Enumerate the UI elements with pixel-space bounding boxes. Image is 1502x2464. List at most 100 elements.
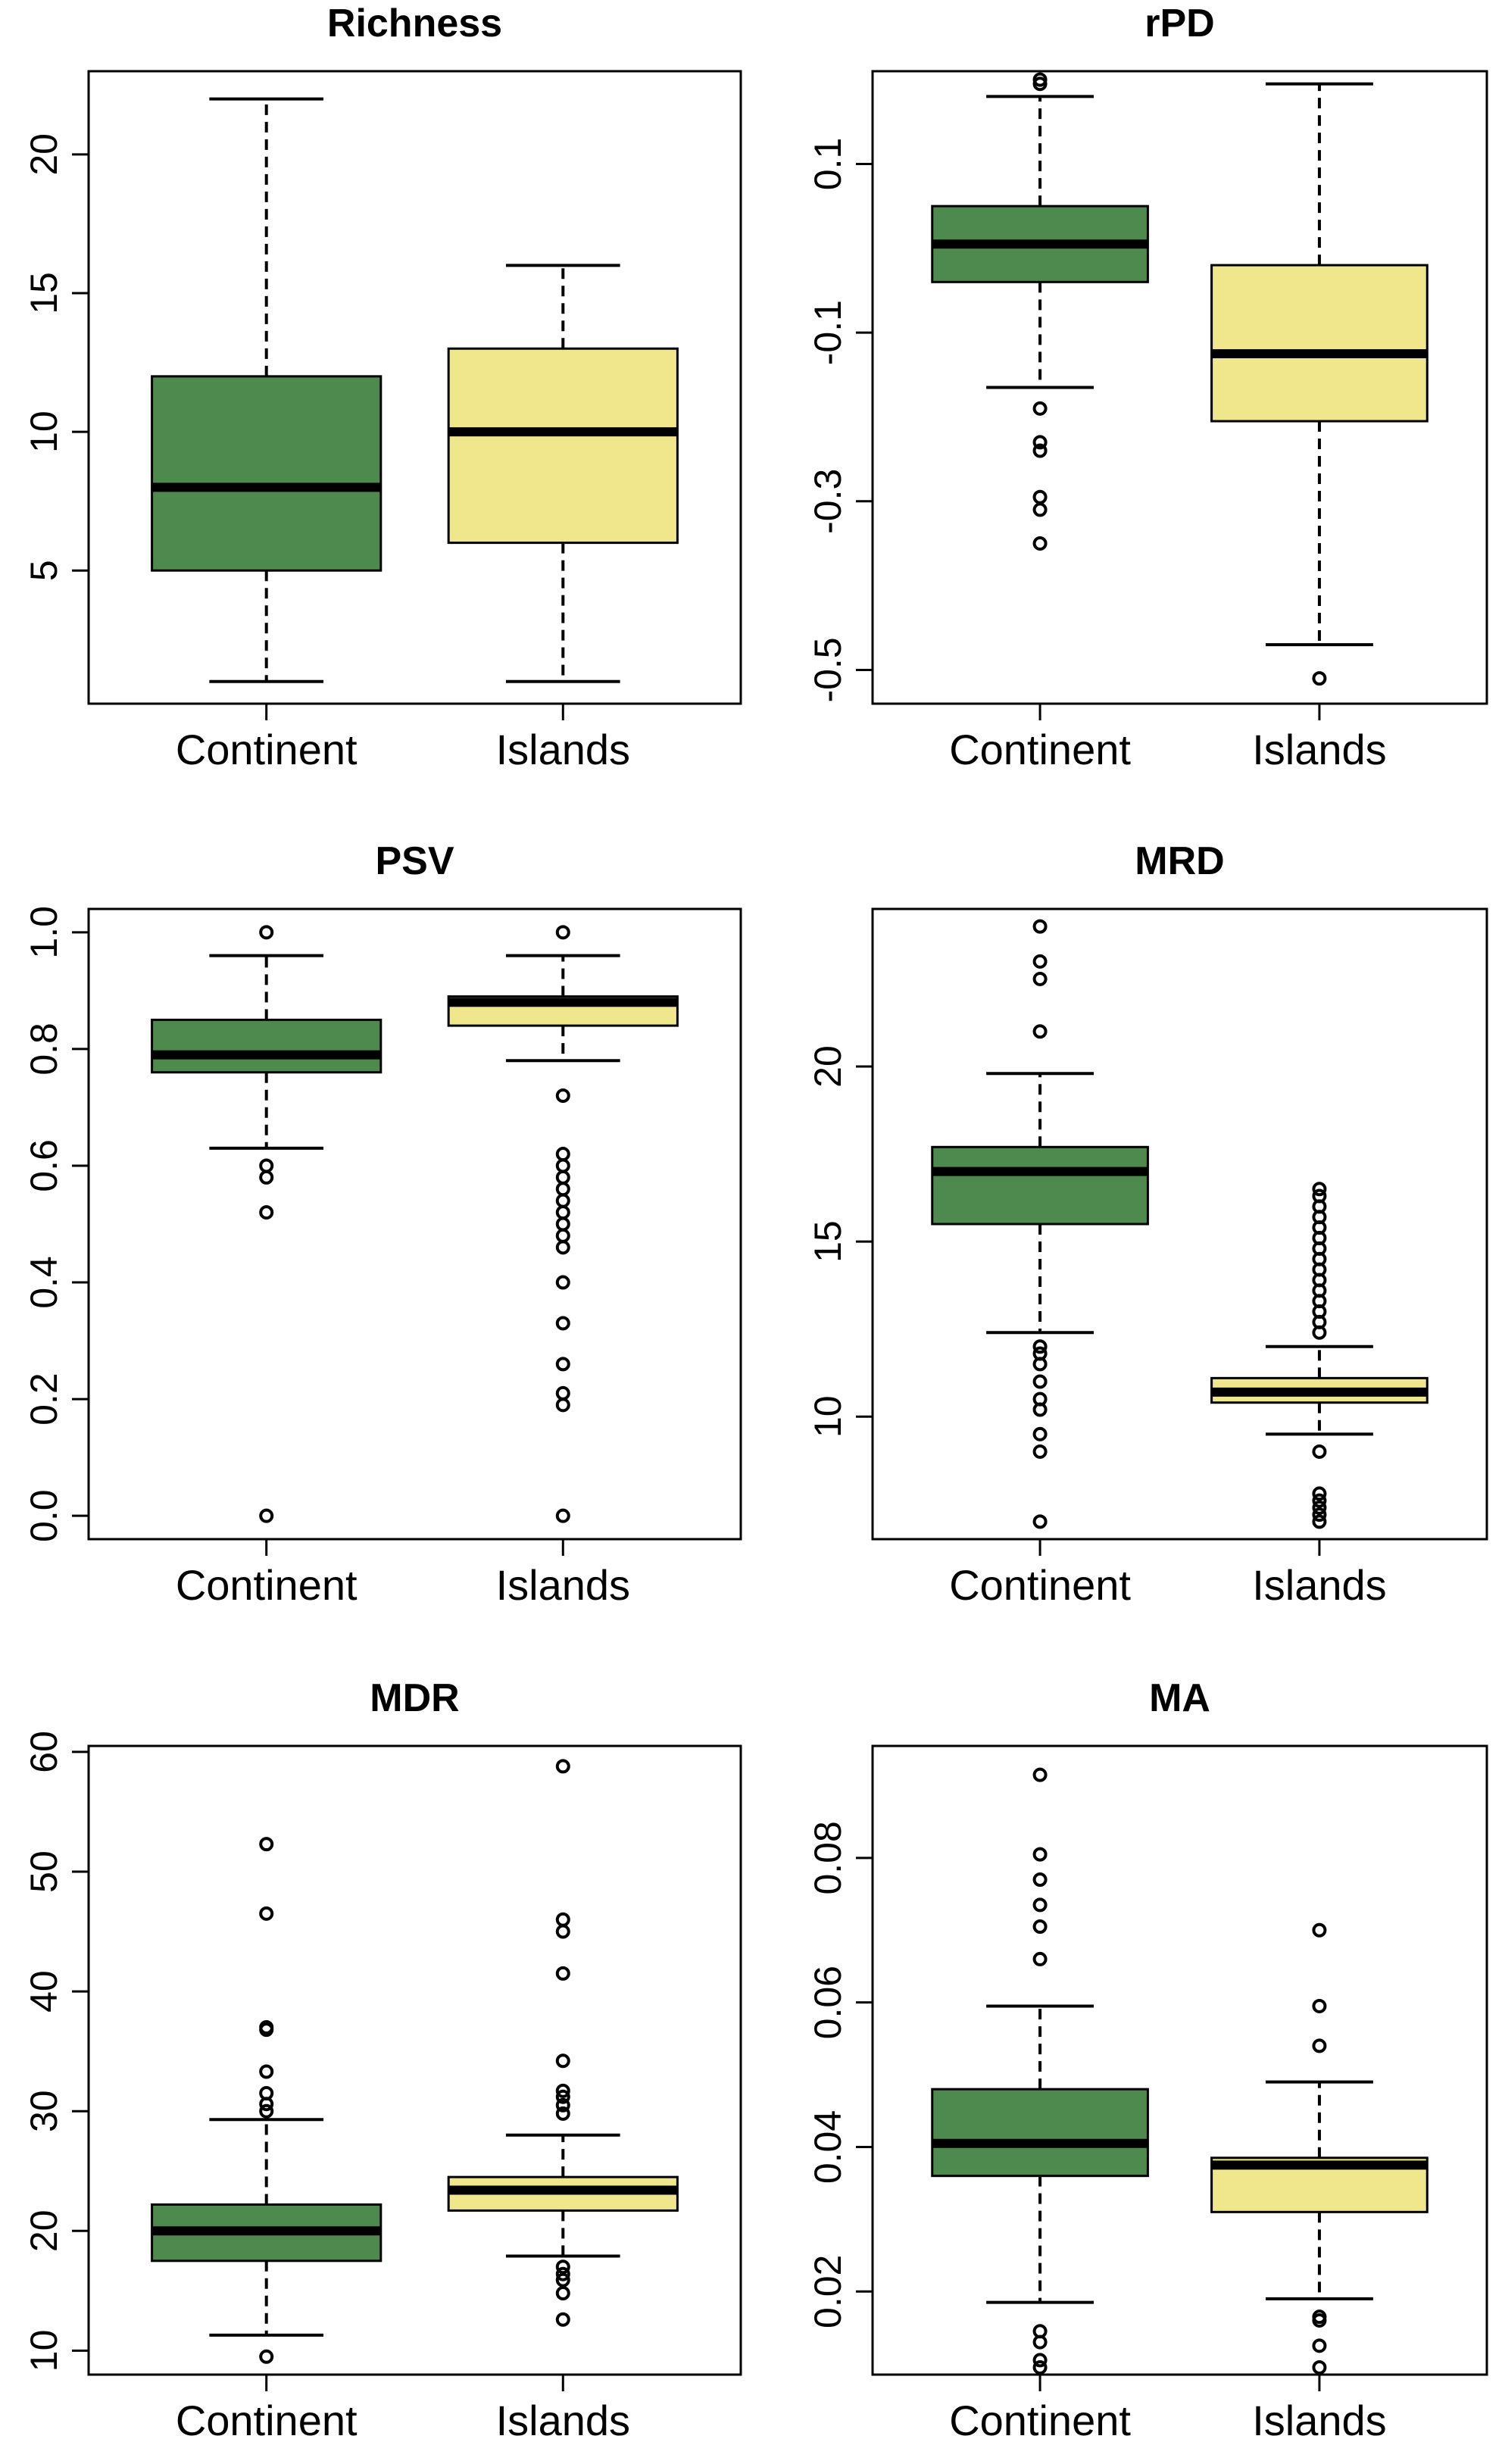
panel-title: MDR <box>370 1676 459 1720</box>
islands-outlier <box>555 1316 570 1331</box>
islands-outlier <box>555 1182 570 1197</box>
islands-outlier <box>555 1147 570 1162</box>
x-tick-label: Continent <box>949 726 1131 773</box>
x-tick-label: Islands <box>496 726 630 773</box>
continent-outlier <box>1032 2359 1048 2375</box>
islands-outlier <box>555 925 570 940</box>
continent-outlier <box>259 2064 274 2079</box>
islands-outlier <box>555 1205 570 1220</box>
islands-outlier <box>1312 1493 1327 1508</box>
islands-outlier <box>555 1508 570 1523</box>
y-tick-label: 20 <box>807 1045 849 1088</box>
x-tick-label: Islands <box>1252 726 1386 773</box>
continent-outlier <box>259 2022 274 2038</box>
islands-outlier <box>1312 1486 1327 1501</box>
islands-outlier <box>1312 1922 1327 1938</box>
islands-box <box>1210 264 1429 423</box>
continent-outlier <box>1032 435 1048 450</box>
plot-frame <box>871 907 1488 1541</box>
y-tick-label: 20 <box>23 2209 65 2252</box>
continent-outlier <box>1032 1872 1048 1887</box>
continent-outlier <box>259 1508 274 1523</box>
islands-outlier <box>555 1193 570 1208</box>
continent-outlier <box>259 2097 274 2112</box>
panel-title: rPD <box>1144 2 1214 45</box>
continent-outlier <box>259 2103 274 2119</box>
y-tick-label: 0.8 <box>23 1023 65 1076</box>
islands-outlier <box>555 1357 570 1372</box>
plot-frame <box>87 70 742 705</box>
continent-outlier <box>1032 77 1048 92</box>
x-tick-label: Continent <box>176 2397 358 2444</box>
islands-outlier <box>555 1385 570 1401</box>
y-tick-label: 15 <box>807 1220 849 1263</box>
continent-outlier <box>1032 1402 1048 1417</box>
continent-outlier <box>1032 443 1048 458</box>
continent-outlier <box>1032 2353 1048 2368</box>
y-tick-label: 20 <box>23 133 65 176</box>
continent-box <box>931 1145 1149 1226</box>
plot-frame <box>87 1744 742 2376</box>
panel-rpd: rPD Continent Islands -0.5 -0.3 -0.1 0.1 <box>807 2 1488 773</box>
panel-richness: Richness Continent Islands 5 10 15 20 <box>23 2 742 773</box>
x-tick-label: Islands <box>496 1561 630 1609</box>
continent-outlier <box>1032 1897 1048 1913</box>
islands-outlier <box>555 1158 570 1173</box>
y-tick-label: -0.1 <box>807 300 849 365</box>
y-tick-label: 0.06 <box>807 1966 849 2039</box>
y-tick-label: -0.5 <box>807 637 849 702</box>
islands-outlier <box>555 1275 570 1290</box>
islands-outlier <box>555 2083 570 2098</box>
continent-outlier <box>259 2349 274 2364</box>
islands-outlier <box>555 2089 570 2104</box>
islands-outlier <box>555 1088 570 1104</box>
continent-box <box>151 1018 383 1074</box>
y-tick-label: 0.08 <box>807 1821 849 1894</box>
panel-title: MA <box>1149 1676 1210 1720</box>
continent-outlier <box>1032 1444 1048 1459</box>
y-tick-label: 30 <box>23 2090 65 2132</box>
islands-outlier <box>555 2272 570 2288</box>
islands-outlier <box>555 1759 570 1774</box>
continent-outlier <box>1032 1847 1048 1862</box>
continent-outlier <box>259 1170 274 1185</box>
y-tick-label: 1.0 <box>23 906 65 959</box>
plot-frame <box>871 1744 1488 2376</box>
x-tick-label: Islands <box>1252 1561 1386 1609</box>
y-tick-label: 40 <box>23 1970 65 2013</box>
y-tick-label: 0.02 <box>807 2255 849 2328</box>
islands-outlier <box>1312 1182 1327 1197</box>
islands-outlier <box>555 1924 570 1939</box>
islands-outlier <box>555 1216 570 1232</box>
y-tick-label: 0.2 <box>23 1373 65 1426</box>
y-tick-label: 60 <box>23 1731 65 1773</box>
continent-outlier <box>259 1837 274 1852</box>
islands-box <box>447 347 679 545</box>
islands-outlier <box>555 2106 570 2121</box>
islands-outlier <box>555 2285 570 2300</box>
continent-outlier <box>1032 1514 1048 1529</box>
islands-outlier <box>1312 671 1327 686</box>
islands-outlier <box>555 1398 570 1413</box>
continent-outlier <box>259 1906 274 1921</box>
islands-outlier <box>1312 2359 1327 2375</box>
x-tick-label: Continent <box>176 726 358 773</box>
islands-outlier <box>555 2259 570 2275</box>
islands-outlier <box>555 1966 570 1981</box>
continent-outlier <box>1032 1919 1048 1935</box>
continent-outlier <box>1032 2334 1048 2350</box>
panel-mrd: MRD Continent Islands 10 15 20 <box>807 839 1488 1609</box>
panel-title: Richness <box>327 2 502 45</box>
islands-outlier <box>555 2097 570 2113</box>
islands-outlier <box>1312 2338 1327 2353</box>
islands-outlier <box>1312 1500 1327 1515</box>
islands-outlier <box>555 1228 570 1243</box>
islands-outlier <box>555 1170 570 1185</box>
continent-outlier <box>1032 919 1048 934</box>
continent-outlier <box>1032 1426 1048 1441</box>
x-tick-label: Continent <box>949 1561 1131 1609</box>
continent-box <box>931 2088 1149 2178</box>
continent-outlier <box>1032 1767 1048 1782</box>
continent-outlier <box>1032 1024 1048 1039</box>
